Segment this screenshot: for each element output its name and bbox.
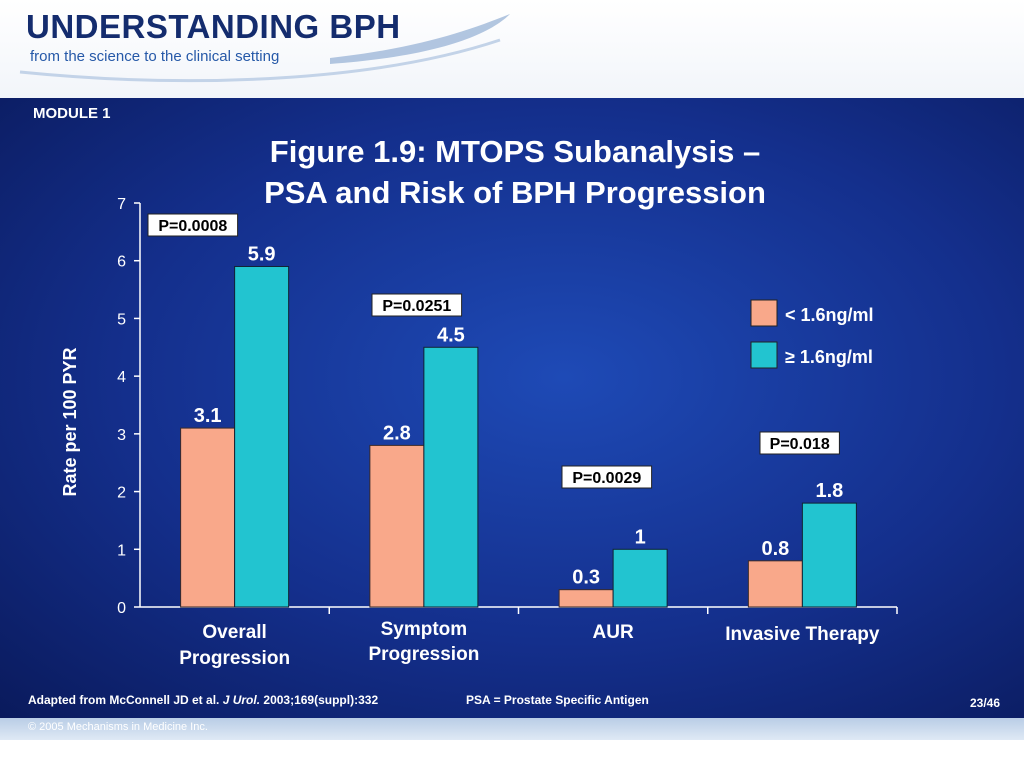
bar-low-psa	[369, 444, 425, 608]
y-tick-label: 0	[117, 600, 126, 617]
legend-label-low: < 1.6ng/ml	[785, 305, 874, 325]
legend-swatch-high	[750, 341, 778, 369]
module-tag: MODULE 1	[33, 105, 111, 122]
citation: Adapted from McConnell JD et al. J Urol.…	[28, 693, 378, 707]
y-tick-label: 5	[117, 311, 126, 328]
y-tick-label: 7	[117, 196, 126, 213]
legend-swatch-low	[750, 299, 778, 327]
category-label: Progression	[179, 648, 290, 669]
data-label-low: 2.8	[383, 422, 411, 444]
bar-high-psa	[801, 502, 857, 608]
bar-low-psa	[558, 589, 614, 608]
category-label: AUR	[593, 622, 634, 643]
header-banner: UNDERSTANDING BPH from the science to th…	[0, 0, 1024, 98]
y-tick-label: 2	[117, 485, 126, 502]
bar-high-psa	[423, 346, 479, 608]
citation-prefix: Adapted from McConnell JD et al.	[28, 693, 220, 707]
data-label-low: 0.8	[761, 538, 789, 560]
p-value-label: P=0.0029	[572, 470, 641, 487]
citation-suffix: 2003;169(suppl):332	[263, 693, 379, 707]
brand-subtitle: from the science to the clinical setting	[30, 48, 280, 65]
y-tick-label: 6	[117, 254, 126, 271]
data-label-high: 5.9	[248, 243, 276, 265]
y-axis-label: Rate per 100 PYR	[60, 347, 80, 496]
bar-high-psa	[234, 265, 290, 608]
category-label: Progression	[368, 644, 479, 665]
copyright-notice: © 2005 Mechanisms in Medicine Inc.	[28, 721, 208, 733]
chart-title-line-2: PSA and Risk of BPH Progression	[264, 175, 766, 210]
abbreviation-note: PSA = Prostate Specific Antigen	[466, 693, 649, 707]
data-label-low: 3.1	[194, 405, 222, 427]
data-label-high: 4.5	[437, 324, 465, 346]
data-label-high: 1	[635, 526, 646, 548]
p-value-box	[759, 431, 840, 455]
citation-journal: J Urol.	[222, 693, 261, 707]
bar-low-psa	[180, 427, 236, 608]
legend-label-high: ≥ 1.6ng/ml	[785, 347, 873, 367]
y-tick-label: 4	[117, 369, 126, 386]
bar-high-psa	[612, 548, 668, 608]
p-value-label: P=0.0251	[382, 298, 451, 315]
page-number: 23/46	[969, 696, 1000, 710]
category-label: Invasive Therapy	[725, 624, 880, 645]
brand-title: UNDERSTANDING BPH	[26, 8, 401, 45]
chart-title-line-1: Figure 1.9: MTOPS Subanalysis –	[270, 134, 760, 169]
y-tick-label: 1	[117, 542, 126, 559]
p-value-box	[147, 213, 239, 237]
category-label: Overall	[202, 622, 266, 643]
p-value-box	[371, 293, 463, 317]
bar-low-psa	[747, 560, 803, 608]
category-label: Symptom	[381, 619, 468, 640]
p-value-label: P=0.018	[770, 436, 830, 453]
data-label-low: 0.3	[572, 567, 600, 589]
slide-background	[0, 98, 1024, 718]
brand-swoosh-icon	[19, 14, 510, 83]
data-label-high: 1.8	[815, 480, 843, 502]
p-value-label: P=0.0008	[158, 218, 227, 235]
p-value-box	[561, 465, 653, 489]
footer-strip	[0, 718, 1024, 740]
y-tick-label: 3	[117, 427, 126, 444]
